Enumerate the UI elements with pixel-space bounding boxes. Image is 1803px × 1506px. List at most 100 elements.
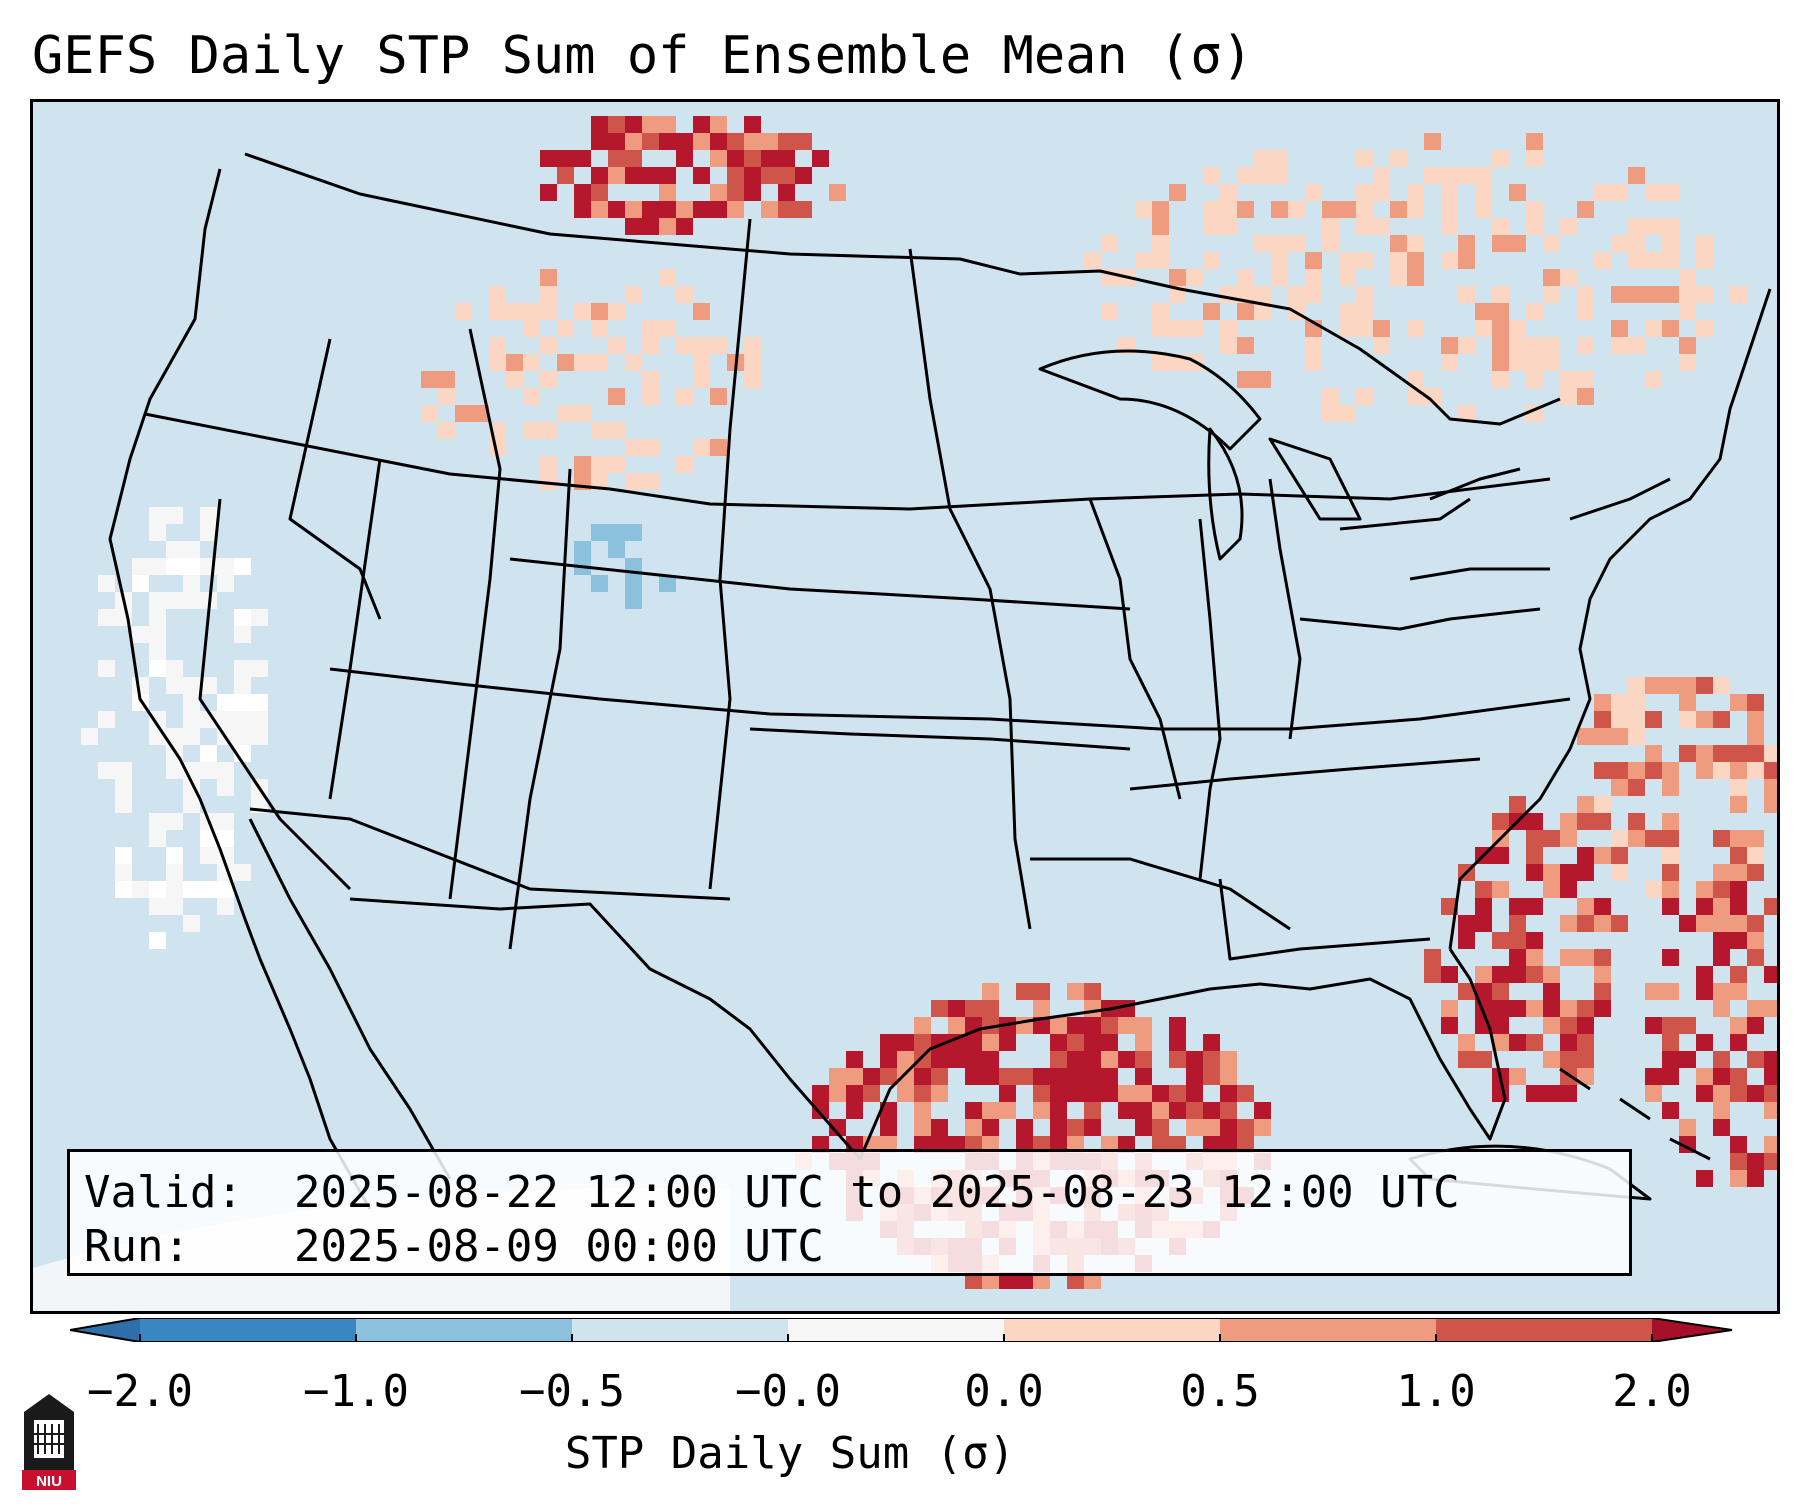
colorbar-tick-label: −1.0	[303, 1366, 409, 1417]
anomaly-cell	[1016, 1272, 1033, 1289]
anomaly-cell	[1152, 218, 1169, 235]
anomaly-cell	[166, 881, 183, 898]
anomaly-cell	[1526, 966, 1543, 983]
anomaly-cell	[948, 1136, 965, 1153]
anomaly-cell	[1356, 303, 1373, 320]
anomaly-cell	[1288, 235, 1305, 252]
anomaly-cell	[1305, 337, 1322, 354]
anomaly-cell	[1645, 1017, 1662, 1034]
anomaly-cell	[1594, 966, 1611, 983]
anomaly-cell	[1509, 966, 1526, 983]
anomaly-cell	[1084, 252, 1101, 269]
anomaly-cell	[115, 881, 132, 898]
anomaly-cell	[1577, 1034, 1594, 1051]
anomaly-cell	[132, 881, 149, 898]
anomaly-cell	[591, 133, 608, 150]
anomaly-cell	[1424, 167, 1441, 184]
anomaly-cell	[693, 167, 710, 184]
colorbar-tick-label: −2.0	[87, 1366, 193, 1417]
anomaly-cell	[1169, 1085, 1186, 1102]
anomaly-cell	[1662, 1051, 1679, 1068]
anomaly-cell	[1577, 1051, 1594, 1068]
valid-value: 2025-08-22 12:00 UTC to 2025-08-23 12:00…	[294, 1167, 1460, 1218]
anomaly-cell	[1084, 1034, 1101, 1051]
anomaly-cell	[897, 1034, 914, 1051]
anomaly-cell	[1169, 184, 1186, 201]
anomaly-cell	[1186, 320, 1203, 337]
anomaly-cell	[965, 1119, 982, 1136]
anomaly-cell	[1288, 201, 1305, 218]
anomaly-cell	[1594, 813, 1611, 830]
anomaly-cell	[1713, 1102, 1730, 1119]
anomaly-cell	[1696, 252, 1713, 269]
run-label: Run:	[84, 1221, 190, 1272]
anomaly-cell	[574, 184, 591, 201]
anomaly-cell	[166, 541, 183, 558]
anomaly-cell	[778, 184, 795, 201]
anomaly-cell	[1662, 677, 1679, 694]
anomaly-cell	[574, 354, 591, 371]
anomaly-cell	[1339, 405, 1356, 422]
anomaly-cell	[1271, 269, 1288, 286]
anomaly-cell	[1679, 694, 1696, 711]
anomaly-cell	[659, 320, 676, 337]
anomaly-cell	[200, 507, 217, 524]
anomaly-cell	[1101, 1136, 1118, 1153]
anomaly-cell	[1390, 252, 1407, 269]
anomaly-cell	[676, 201, 693, 218]
anomaly-cell	[1679, 286, 1696, 303]
anomaly-cell	[846, 1051, 863, 1068]
anomaly-cell	[1458, 1051, 1475, 1068]
anomaly-cell	[591, 320, 608, 337]
anomaly-cell	[1152, 1119, 1169, 1136]
anomaly-cell	[1509, 235, 1526, 252]
anomaly-cell	[931, 1051, 948, 1068]
anomaly-cell	[659, 184, 676, 201]
anomaly-cell	[914, 1119, 931, 1136]
anomaly-cell	[1492, 932, 1509, 949]
anomaly-cell	[149, 626, 166, 643]
anomaly-cell	[965, 1034, 982, 1051]
anomaly-cell	[523, 354, 540, 371]
anomaly-cell	[1764, 1136, 1780, 1153]
anomaly-cell	[1594, 252, 1611, 269]
anomaly-cell	[1662, 949, 1679, 966]
anomaly-cell	[1764, 966, 1780, 983]
anomaly-cell	[982, 1272, 999, 1289]
anomaly-cell	[1730, 779, 1747, 796]
anomaly-cell	[1220, 1136, 1237, 1153]
colorbar-extend-low	[70, 1318, 140, 1342]
anomaly-cell	[1220, 320, 1237, 337]
anomaly-cell	[1679, 303, 1696, 320]
anomaly-cell	[965, 1051, 982, 1068]
anomaly-cell	[1730, 1136, 1747, 1153]
anomaly-cell	[625, 439, 642, 456]
anomaly-cell	[1543, 337, 1560, 354]
anomaly-cell	[1254, 1119, 1271, 1136]
anomaly-cell	[1271, 167, 1288, 184]
anomaly-cell	[523, 388, 540, 405]
anomaly-cell	[1220, 1102, 1237, 1119]
anomaly-cell	[557, 167, 574, 184]
anomaly-cell	[1577, 303, 1594, 320]
anomaly-cell	[1628, 830, 1645, 847]
anomaly-cell	[1679, 711, 1696, 728]
anomaly-cell	[1645, 1085, 1662, 1102]
anomaly-cell	[438, 371, 455, 388]
anomaly-cell	[1662, 1068, 1679, 1085]
anomaly-cell	[1628, 167, 1645, 184]
anomaly-cell	[1135, 1034, 1152, 1051]
anomaly-cell	[1764, 898, 1780, 915]
anomaly-cell	[1033, 1272, 1050, 1289]
anomaly-cell	[1169, 320, 1186, 337]
anomaly-cell	[149, 524, 166, 541]
anomaly-cell	[1526, 201, 1543, 218]
anomaly-cell	[217, 898, 234, 915]
anomaly-cell	[1475, 201, 1492, 218]
anomaly-cell	[149, 830, 166, 847]
anomaly-cell	[1390, 150, 1407, 167]
anomaly-cell	[1407, 235, 1424, 252]
anomaly-cell	[1730, 694, 1747, 711]
anomaly-cell	[1203, 1034, 1220, 1051]
anomaly-cell	[1373, 218, 1390, 235]
